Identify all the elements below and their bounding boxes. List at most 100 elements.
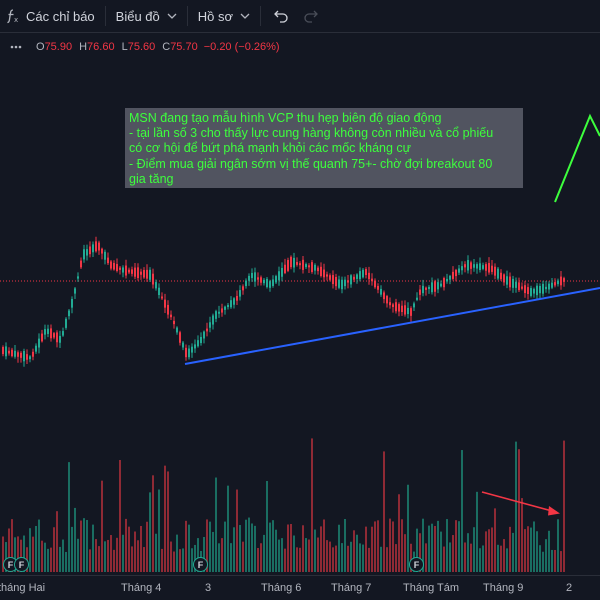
candle-body <box>230 300 232 308</box>
candle-body <box>509 276 511 288</box>
profile-menu-button[interactable]: Hồ sơ <box>198 0 250 32</box>
candle-body <box>275 276 277 283</box>
volume-bar <box>191 548 193 572</box>
volume-decline-arrow[interactable] <box>481 491 560 516</box>
candle-body <box>302 259 304 270</box>
volume-bar <box>326 540 328 572</box>
candle-body <box>377 285 379 290</box>
candle-body <box>545 286 547 290</box>
volume-bar <box>545 539 547 572</box>
candle-body <box>107 257 109 264</box>
candle-body <box>173 320 175 325</box>
candle-body <box>17 352 19 357</box>
volume-bar <box>482 545 484 572</box>
legend-dots-icon[interactable] <box>10 45 22 49</box>
volume-bar <box>395 544 397 572</box>
candle-body <box>560 276 562 286</box>
candle-body <box>5 346 7 357</box>
indicators-button[interactable]: x Các chỉ báo <box>4 0 95 32</box>
open-value: 75.90 <box>44 41 73 53</box>
volume-bar <box>323 519 325 572</box>
volume-bar <box>461 450 463 572</box>
time-axis[interactable]: tháng Hai Tháng 4 3 Tháng 6 Tháng 7 Thán… <box>0 575 600 600</box>
candle-body <box>149 269 151 280</box>
volume-bar <box>281 538 283 572</box>
volume-bar <box>152 475 154 572</box>
candle-body <box>335 277 337 287</box>
candle-body <box>347 280 349 283</box>
volume-bar <box>68 462 70 572</box>
volume-bar <box>272 520 274 572</box>
volume-bar <box>32 536 34 572</box>
volume-bar <box>320 526 322 572</box>
candle-body <box>221 308 223 313</box>
volume-bar <box>389 518 391 572</box>
volume-bar <box>437 520 439 572</box>
volume-bar <box>227 485 229 572</box>
volume-bar <box>35 525 37 572</box>
volume-bar <box>185 520 187 572</box>
candle-body <box>311 262 313 272</box>
financials-event-marker[interactable]: F <box>409 557 424 572</box>
volume-bar <box>554 549 556 572</box>
breakout-projection-line[interactable] <box>554 113 600 203</box>
candle-body <box>179 332 181 343</box>
volume-bar <box>506 548 508 572</box>
volume-bar <box>464 542 466 572</box>
candle-body <box>260 277 262 283</box>
volume-bar <box>479 548 481 572</box>
volume-bar <box>221 538 223 572</box>
candle-body <box>278 271 280 281</box>
volume-bar <box>176 534 178 572</box>
redo-button[interactable] <box>303 0 319 32</box>
candle-body <box>446 278 448 282</box>
support-trendline[interactable] <box>184 287 600 365</box>
close-label: C <box>162 41 171 53</box>
candle-body <box>440 283 442 287</box>
candle-body <box>215 311 217 319</box>
candle-body <box>416 297 418 300</box>
note-line: có cơ hội để bứt phá mạnh khỏi các mốc k… <box>129 141 412 156</box>
volume-bar <box>530 527 532 572</box>
volume-bar <box>23 535 25 572</box>
volume-bar <box>350 541 352 572</box>
candle-body <box>254 272 256 282</box>
price-chart[interactable] <box>0 34 600 575</box>
volume-bar <box>65 551 67 572</box>
volume-bar <box>404 534 406 572</box>
financials-event-marker[interactable]: F <box>193 557 208 572</box>
volume-bar <box>71 526 73 572</box>
volume-bar <box>245 519 247 572</box>
candle-body <box>305 264 307 268</box>
candle-body <box>479 263 481 271</box>
volume-bar <box>62 539 64 572</box>
volume-bar <box>203 536 205 572</box>
candle-body <box>116 264 118 271</box>
candle-body <box>554 282 556 286</box>
volume-bar <box>275 529 277 572</box>
candle-body <box>182 342 184 348</box>
volume-bar <box>434 526 436 572</box>
candle-body <box>104 251 106 260</box>
top-toolbar: x Các chỉ báo Biểu đồ Hồ sơ <box>0 0 600 33</box>
note-line: MSN đang tạo mẫu hình VCP thu hẹp biên đ… <box>129 111 442 125</box>
chart-menu-button[interactable]: Biểu đồ <box>116 0 177 32</box>
candle-body <box>455 269 457 277</box>
volume-bar <box>161 548 163 572</box>
volume-bar <box>131 546 133 572</box>
open-label: O <box>36 41 45 53</box>
volume-bar <box>17 536 19 572</box>
volume-bar <box>53 527 55 572</box>
volume-bar <box>2 536 4 572</box>
volume-bar <box>335 545 337 572</box>
candle-body <box>437 282 439 290</box>
candle-body <box>29 356 31 360</box>
financials-event-marker[interactable]: F <box>14 557 29 572</box>
volume-bar <box>11 519 13 572</box>
candle-body <box>56 332 58 343</box>
candle-body <box>467 260 469 271</box>
candle-body <box>401 305 403 313</box>
volume-bar <box>95 539 97 572</box>
undo-button[interactable] <box>273 0 289 32</box>
analysis-note[interactable]: MSN đang tạo mẫu hình VCP thu hẹp biên đ… <box>125 108 523 188</box>
